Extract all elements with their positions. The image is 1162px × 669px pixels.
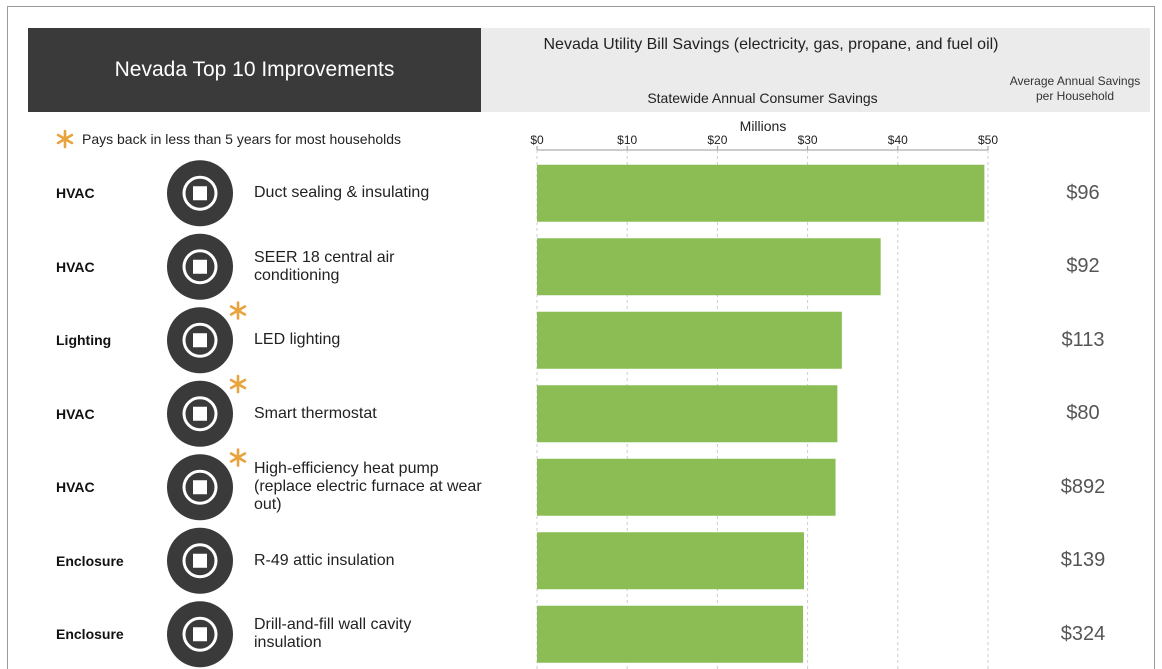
- title-box: [28, 28, 481, 112]
- asterisk-stroke: [229, 378, 247, 390]
- asterisk: [229, 301, 247, 320]
- icon-detail: [193, 406, 207, 421]
- icon-detail: [193, 186, 207, 201]
- icon-detail: [182, 543, 218, 579]
- asterisk: [229, 374, 247, 394]
- household-saving: $113: [1061, 328, 1105, 351]
- legend-note: Pays back in less than 5 years for most …: [82, 131, 402, 147]
- asterisk-stroke: [56, 133, 74, 145]
- asterisk-stroke: [229, 452, 247, 463]
- household-saving: $92: [1066, 255, 1100, 277]
- header-box: [481, 28, 1150, 112]
- row-group: Enclosure: [56, 626, 124, 642]
- icon-detail: [193, 333, 207, 348]
- row-group: HVAC: [56, 185, 95, 201]
- x-tick-label: $50: [978, 133, 998, 147]
- chart-title: Nevada Top 10 Improvements: [114, 58, 395, 81]
- asterisk: [56, 129, 74, 149]
- row-group: HVAC: [56, 405, 95, 422]
- household-saving: $139: [1060, 549, 1106, 571]
- x-tick-label: $10: [617, 133, 637, 147]
- row-label: Drill-and-fill wall cavity insulation: [254, 616, 412, 651]
- row-label: R-49 attic insulation: [254, 551, 395, 569]
- row-label: SEER 18 central air conditioning: [254, 248, 395, 284]
- icon-detail: [182, 249, 218, 285]
- bar: [537, 385, 838, 443]
- icon-detail: [193, 553, 207, 568]
- axis-title: Statewide Annual Consumer Savings: [647, 90, 878, 106]
- icon-detail: [193, 480, 207, 495]
- household-saving: $324: [1060, 622, 1106, 645]
- x-tick-label: $30: [798, 133, 818, 147]
- row-label: High-efficiency heat pump (replace elect…: [254, 460, 482, 513]
- household-saving: $80: [1066, 402, 1100, 424]
- bar: [537, 311, 842, 369]
- bar: [537, 238, 881, 296]
- icon-detail: [182, 322, 218, 358]
- row-label: Duct sealing & insulating: [254, 184, 430, 201]
- icon-detail: [182, 175, 218, 211]
- household-saving: $96: [1066, 181, 1100, 204]
- asterisk-stroke: [229, 305, 247, 316]
- axis-unit: Millions: [739, 118, 787, 134]
- row-group: Lighting: [56, 332, 112, 348]
- row-label: LED lighting: [254, 331, 341, 348]
- icon-detail: [182, 396, 218, 432]
- icon-detail: [182, 616, 218, 652]
- row-label: Smart thermostat: [254, 404, 377, 422]
- row-group: Enclosure: [56, 552, 124, 569]
- icon-detail: [182, 469, 218, 505]
- x-tick-label: $40: [888, 133, 908, 147]
- row-group: HVAC: [56, 258, 95, 275]
- bar: [537, 532, 804, 590]
- bar: [537, 458, 836, 516]
- row-group: HVAC: [56, 479, 95, 495]
- x-tick-label: $20: [707, 133, 727, 147]
- household-saving: $892: [1060, 475, 1106, 498]
- icon-detail: [193, 259, 207, 274]
- icon-detail: [193, 627, 207, 642]
- bar: [537, 164, 985, 222]
- asterisk: [229, 448, 247, 467]
- x-tick-label: $0: [530, 133, 544, 147]
- bar: [537, 605, 804, 663]
- chart-subtitle: Nevada Utility Bill Savings (electricity…: [543, 36, 999, 53]
- household-title: Average Annual Savings per Household: [1009, 74, 1141, 103]
- frame: [7, 6, 1155, 669]
